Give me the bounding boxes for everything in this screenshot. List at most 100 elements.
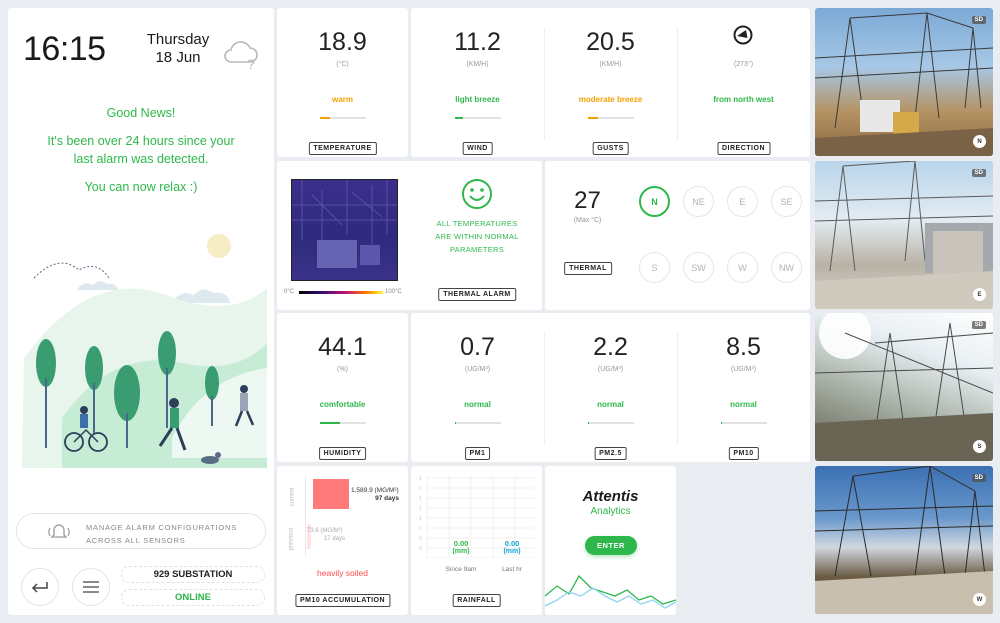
divider <box>544 333 545 445</box>
camera-east-scene <box>815 161 993 309</box>
pm10-value: 8.5 <box>726 333 761 361</box>
temperature-status: warm <box>332 95 353 104</box>
good-news-headline: Good News! <box>106 106 176 120</box>
attentis-subtitle: Analytics <box>590 506 631 517</box>
pm25-unit: (UG/M³) <box>597 366 624 373</box>
direction-nw-button[interactable]: NW <box>771 252 802 283</box>
site-name: 929 SUBSTATION <box>121 566 265 583</box>
camera-direction-label: S <box>973 440 986 453</box>
wind-card: 11.2 (KM/H) light breeze WIND 20.5 (KM/H… <box>411 8 810 157</box>
temperature-value: 18.9 <box>318 28 367 56</box>
svg-text:0: 0 <box>419 526 422 532</box>
pm10-acc-previous-value: 73.6 (MG/M²) <box>307 528 343 534</box>
direction-status: from north west <box>713 95 774 104</box>
relax-message: You can now relax :) <box>84 180 198 194</box>
rain-since-value: 0.00 <box>453 539 469 548</box>
rainfall-grid: 1 1 1 1 1 0 0 0 <box>419 476 534 558</box>
thermal-image[interactable] <box>291 179 398 281</box>
gusts-bar <box>587 117 634 119</box>
svg-text:0: 0 <box>419 546 422 552</box>
gusts-status: moderate breeze <box>578 95 643 104</box>
manage-alarm-button[interactable]: MANAGE ALARM CONFIGURATIONS ACROSS ALL S… <box>16 513 266 549</box>
gusts-tag[interactable]: GUSTS <box>592 142 629 155</box>
direction-w-button[interactable]: W <box>727 252 758 283</box>
camera-direction-label: N <box>973 135 986 148</box>
clock-time: 16:15 <box>23 30 106 68</box>
direction-tag[interactable]: DIRECTION <box>717 142 770 155</box>
pm25-bar-fill <box>587 422 590 424</box>
camera-direction-label: W <box>973 593 986 606</box>
wind-value: 11.2 <box>454 28 501 56</box>
svg-text:1: 1 <box>419 486 422 492</box>
svg-text:1: 1 <box>419 496 422 502</box>
camera-east[interactable]: SD E <box>815 161 993 309</box>
direction-s-button[interactable]: S <box>639 252 670 283</box>
direction-n-button[interactable]: N <box>639 186 670 217</box>
thermal-message-line3: PARAMETERS <box>449 245 505 254</box>
pm10-tag[interactable]: PM10 <box>728 447 759 460</box>
divider <box>677 28 678 140</box>
direction-sw-button[interactable]: SW <box>683 252 714 283</box>
humidity-bar <box>319 422 366 424</box>
temperature-tag[interactable]: TEMPERATURE <box>308 142 377 155</box>
bell-icon <box>48 524 70 538</box>
wind-bar-fill <box>454 117 463 119</box>
thermal-scale-bar <box>299 291 383 294</box>
temperature-bar <box>319 117 366 119</box>
park-illustration <box>22 234 267 468</box>
svg-text:1: 1 <box>419 516 422 522</box>
pm1-tag[interactable]: PM1 <box>464 447 491 460</box>
direction-ne-button[interactable]: NE <box>683 186 714 217</box>
camera-north[interactable]: SD N <box>815 8 993 156</box>
camera-south-scene <box>815 313 993 461</box>
direction-e-button[interactable]: E <box>727 186 758 217</box>
pm1-status: normal <box>464 400 491 409</box>
divider <box>677 333 678 445</box>
pm10-acc-current-value: 1,589.9 (MG/M²) <box>351 487 399 494</box>
camera-north-scene <box>815 12 993 156</box>
back-button[interactable] <box>21 568 59 606</box>
rain-since-label: Since 9am <box>445 566 477 573</box>
pm25-tag[interactable]: PM2.5 <box>594 447 627 460</box>
pm25-value: 2.2 <box>593 333 628 361</box>
camera-sd-badge: SD <box>971 321 986 329</box>
camera-sd-badge: SD <box>971 16 986 24</box>
menu-button[interactable] <box>72 568 110 606</box>
rain-last-unit: (mm) <box>503 548 521 555</box>
thermal-substation-overlay <box>292 180 397 268</box>
temperature-unit: (°C) <box>336 61 349 68</box>
pm10-bar <box>720 422 767 424</box>
wind-bar <box>454 117 501 119</box>
pm10-acc-tag[interactable]: PM10 ACCUMULATION <box>294 594 391 607</box>
direction-se-button[interactable]: SE <box>771 186 802 217</box>
pm10-acc-status: heavily soiled <box>316 568 369 578</box>
rain-last-value: 0.00 <box>504 539 520 548</box>
humidity-bar-fill <box>319 422 341 424</box>
left-panel: 16:15 Thursday 18 Jun ? Good News! It's … <box>8 8 274 615</box>
attentis-logo: Attentis <box>582 488 639 505</box>
site-status: ONLINE <box>121 589 265 606</box>
wind-status: light breeze <box>455 95 500 104</box>
rainfall-tag[interactable]: RAINFALL <box>452 594 501 607</box>
svg-text:1: 1 <box>419 506 422 512</box>
camera-west-scene <box>815 466 993 614</box>
gusts-bar-fill <box>587 117 598 119</box>
enter-button[interactable]: ENTER <box>585 536 637 555</box>
wind-direction-icon <box>733 25 753 45</box>
gusts-value: 20.5 <box>586 28 635 56</box>
humidity-tag[interactable]: HUMIDITY <box>318 447 367 460</box>
thermal-scale-max: 100°C <box>385 289 402 295</box>
wind-tag[interactable]: WIND <box>462 142 493 155</box>
thermal-tag[interactable]: THERMAL <box>564 262 612 275</box>
camera-south[interactable]: SD S <box>815 313 993 461</box>
pm25-bar <box>587 422 634 424</box>
wind-unit: (KM/H) <box>466 61 489 68</box>
alarm-notice-line2: last alarm was detected. <box>73 152 209 166</box>
thermal-alarm-tag[interactable]: THERMAL ALARM <box>438 288 516 301</box>
cloud-question-icon: ? <box>224 41 258 70</box>
pm10-acc-previous-days: 17 days <box>323 536 345 542</box>
attentis-analytics-card: Attentis Analytics ENTER <box>545 466 676 615</box>
camera-west[interactable]: SD W <box>815 466 993 614</box>
pm10-accumulation-card: current previous 1,589.9 (MG/M²) 97 days… <box>277 466 408 615</box>
svg-text:1: 1 <box>419 476 422 482</box>
